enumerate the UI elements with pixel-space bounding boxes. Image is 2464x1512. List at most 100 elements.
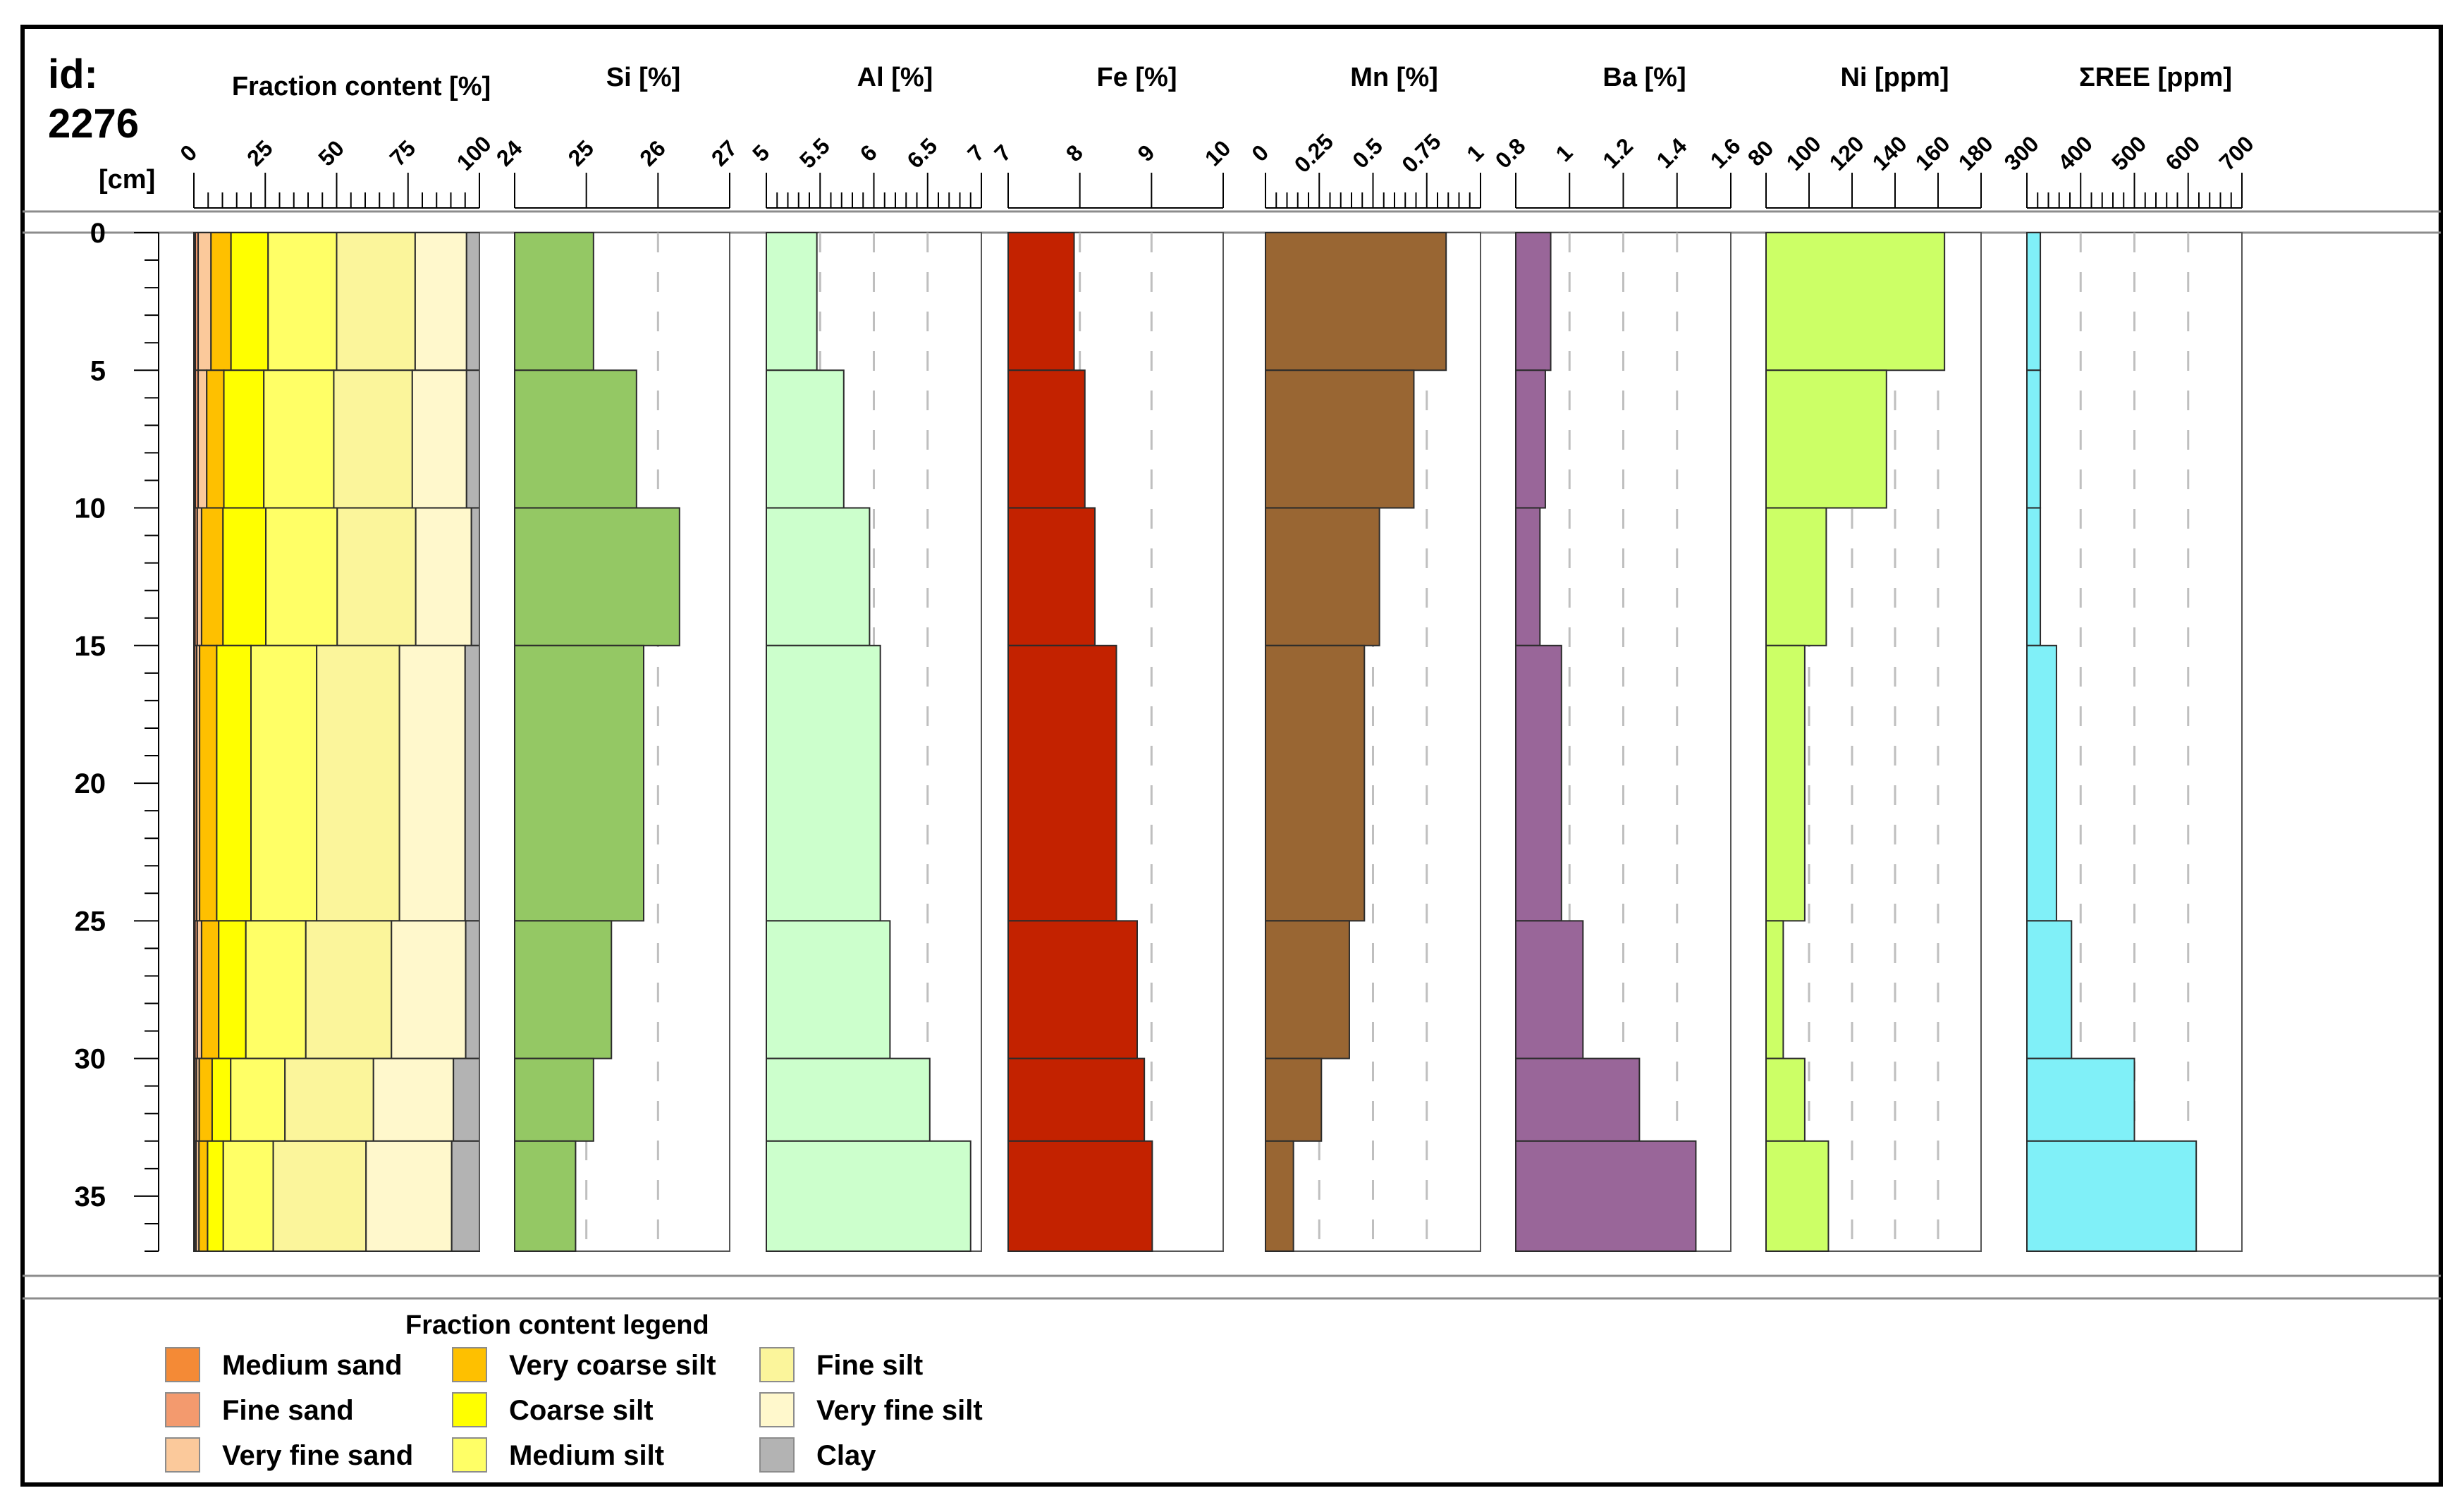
legend-item: Fine silt [759,1347,923,1382]
fraction-bar-segment [230,232,269,371]
legend-swatch [759,1437,795,1473]
legend-swatch [165,1437,200,1473]
legend-swatch [165,1392,200,1427]
element-bar [2026,232,2042,371]
fraction-bar-segment [200,920,220,1059]
element-bar [1265,644,1366,922]
element-bar [1007,507,1096,646]
element-bar [1515,920,1584,1059]
fraction-bar-segment [222,507,267,646]
fraction-bar-segment [391,920,467,1059]
depth-tick-label: 0 [90,218,106,249]
legend-label: Coarse silt [509,1395,654,1426]
element-bar [766,507,871,646]
element-bar [1007,1057,1146,1142]
fraction-bar-segment [198,1140,209,1253]
fraction-bar-segment [267,232,338,371]
element-bar [766,920,891,1059]
element-bar [514,507,680,646]
element-bar [2026,369,2042,509]
element-panel-title: Ba [%] [1602,63,1686,92]
element-bar [1007,369,1086,509]
element-panel-si: Si [%]24 25 26 27 [491,63,742,1253]
legend-swatch [165,1347,200,1382]
fraction-bar-segment [207,1140,224,1253]
element-panel-fe: Fe [%]7 8 9 10 [989,63,1236,1253]
legend-swatch [452,1347,487,1382]
element-bar [1765,1057,1806,1142]
fraction-bar-segment [372,1057,455,1142]
fraction-bar-segment [200,507,224,646]
element-bar [1515,507,1541,646]
legend-item: Clay [759,1437,876,1473]
legend-item: Fine sand [165,1392,354,1427]
element-bar [514,920,613,1059]
legend-label: Medium silt [509,1440,664,1471]
legend-swatch [452,1437,487,1473]
fraction-bar-segment [464,644,480,922]
legend-label: Medium sand [222,1350,403,1381]
element-bar [1007,644,1117,922]
element-bar [766,232,818,371]
element-bar [2026,507,2042,646]
legend-label: Fine sand [222,1395,354,1426]
element-bar [1265,1140,1294,1253]
element-bar [514,1057,594,1142]
element-bar [514,369,637,509]
legend-label: Clay [816,1440,876,1471]
element-bar [766,1057,931,1142]
legend-item: Very coarse silt [452,1347,716,1382]
depth-axis-label: [cm] [99,165,155,195]
element-bar [1765,644,1806,922]
fraction-bar-segment [206,369,225,509]
element-bar [1765,920,1784,1059]
fraction-bar-segment [465,232,481,371]
legend-label: Very fine silt [816,1395,983,1426]
element-bar [766,369,845,509]
fraction-bar-segment [470,507,480,646]
element-bar [1265,1057,1323,1142]
fraction-bar-segment [465,920,480,1059]
fraction-panel-title: Fraction content [%] [232,72,491,102]
legend-label: Very coarse silt [509,1350,716,1381]
depth-tick-label: 25 [75,906,106,937]
element-bar [766,644,881,922]
fraction-bar-segment [336,507,417,646]
fraction-bar-segment [336,232,416,371]
fraction-bar-segment [450,1140,481,1253]
element-bar [1765,1140,1829,1253]
depth-tick-label: 10 [75,493,106,524]
legend-item: Very fine silt [759,1392,983,1427]
element-bar [2026,644,2057,922]
core-id-label: id: [48,51,98,97]
fraction-bar-segment [284,1057,374,1142]
depth-tick-label: 35 [75,1181,106,1212]
fraction-content-panel: Fraction content [%]0 25 50 75 100 [175,72,496,1253]
element-bar [2026,1057,2135,1142]
depth-tick-label: 20 [75,768,106,799]
fraction-bar-segment [272,1140,367,1253]
element-bar [1765,232,1946,371]
element-bar [1265,369,1415,509]
element-bar [1515,1140,1697,1253]
fraction-bar-segment [230,1057,286,1142]
element-bar [1007,232,1075,371]
legend-item: Medium sand [165,1347,403,1382]
element-panel-mn: Mn [%]0 0.25 0.5 0.75 1 [1246,63,1488,1253]
depth-axis: 0 5 10 15 20 25 30 35 [75,218,159,1252]
element-panel-title: ΣREE [ppm] [2079,63,2232,92]
element-panel-title: Mn [%] [1350,63,1438,92]
legend-item: Coarse silt [452,1392,654,1427]
fraction-bar-segment [305,920,393,1059]
element-panel-title: Ni [ppm] [1840,63,1949,92]
fraction-bar-segment [415,507,472,646]
fraction-bar-segment [198,1057,213,1142]
element-bar [1765,369,1887,509]
fraction-bar-segment [316,644,400,922]
element-bar [766,1140,971,1253]
legend-item: Very fine sand [165,1437,413,1473]
fraction-bar-segment [365,1140,453,1253]
element-panel-title: Fe [%] [1097,63,1177,92]
element-panel-title: Al [%] [857,63,933,92]
